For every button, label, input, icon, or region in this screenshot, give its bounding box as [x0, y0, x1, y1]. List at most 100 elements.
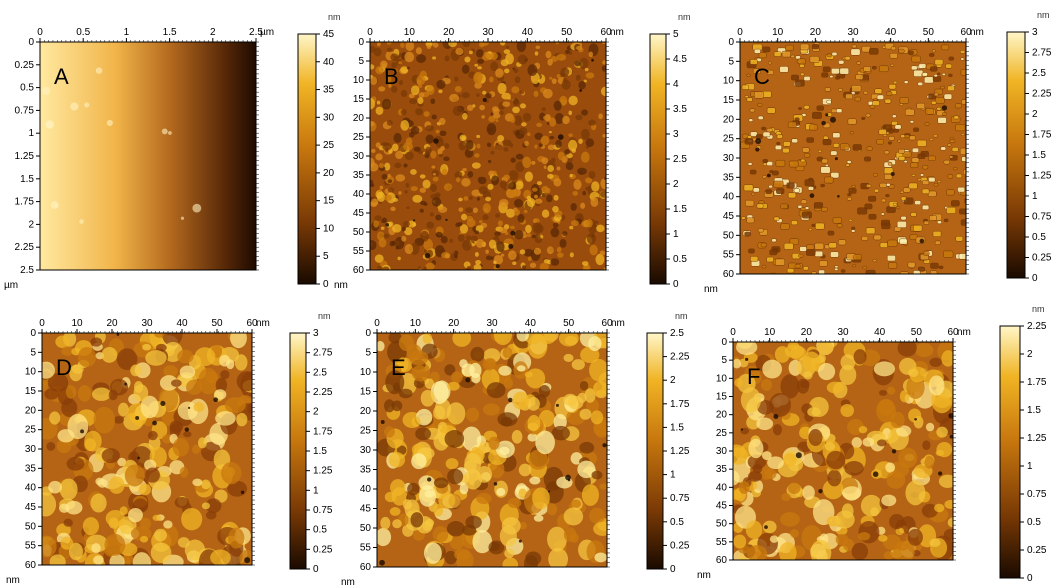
- scale-tick-label: 15: [323, 196, 335, 207]
- y-tick-label: 50: [723, 230, 735, 241]
- x-tick-label: 40: [525, 318, 537, 329]
- scale-tick-label: 2.75: [313, 348, 333, 359]
- y-tick-label: 40: [360, 484, 372, 495]
- y-tick-label: 30: [25, 444, 37, 455]
- surface-texture: [377, 333, 607, 567]
- x-tick-label: 10: [764, 327, 776, 338]
- x-unit-label: nm: [256, 318, 270, 329]
- scale-unit-label: nm: [1037, 10, 1050, 20]
- scale-tick-label: 5: [323, 251, 329, 262]
- y-tick-label: 35: [723, 172, 735, 183]
- x-tick-label: 0: [737, 27, 743, 38]
- scale-tick-label: 0.25: [670, 540, 690, 551]
- y-tick-label: 10: [353, 75, 365, 86]
- scale-tick-label: 0.75: [670, 493, 690, 504]
- y-tick-label: 10: [716, 373, 728, 384]
- x-tick-label: 1.5: [163, 27, 177, 38]
- scale-tick-label: 0.75: [1032, 212, 1051, 223]
- x-tick-label: 10: [772, 27, 784, 38]
- scale-tick-label: 30: [323, 112, 335, 123]
- y-tick-label: 45: [716, 501, 728, 512]
- x-unit-label: nm: [610, 27, 624, 38]
- scale-tick-label: 0.25: [1027, 545, 1047, 556]
- y-tick-label: 15: [716, 392, 728, 403]
- y-tick-label: 5: [365, 348, 371, 359]
- y-tick-label: 0: [721, 337, 727, 348]
- afm-figure-d: 0 10 20 30 40 50 60nm051015202530354045505560n…: [6, 311, 333, 586]
- scale-tick-label: 25: [323, 140, 335, 151]
- x-tick-label: 10: [71, 318, 83, 329]
- scale-tick-label: 1: [1027, 461, 1033, 472]
- y-tick-label: 0.75: [15, 105, 35, 116]
- y-tick-label: 55: [25, 541, 37, 552]
- color-scale-bar: nm 2.25 2 1.75 1.5 1.25 1 0.75 0.5 0.25 0: [999, 304, 1047, 584]
- afm-panel-d: 0 10 20 30 40 50 60 nm 0 5 10 15 20 25 30 35 40 45 50 55 60 n…: [0, 305, 350, 586]
- y-tick-label: 2.25: [15, 242, 35, 253]
- y-tick-label: 0: [30, 328, 36, 339]
- y-tick-label: 55: [360, 543, 372, 554]
- y-tick-label: 60: [716, 555, 728, 566]
- y-tick-label: 50: [25, 521, 37, 532]
- x-tick-label: 20: [810, 27, 822, 38]
- x-tick-label: 50: [911, 327, 923, 338]
- y-tick-label: 15: [360, 387, 372, 398]
- y-tick-label: 0: [728, 37, 734, 48]
- y-tick-label: 0: [365, 328, 371, 339]
- y-tick-label: 15: [353, 94, 365, 105]
- scale-unit-label: nm: [675, 311, 688, 321]
- afm-figure-c: 0 10 20 30 40 50 60nm051015202530354045505560n…: [704, 10, 1051, 295]
- y-unit-label: nm: [697, 570, 711, 581]
- scale-tick-label: 40: [323, 57, 335, 68]
- y-tick-label: 1.5: [20, 174, 34, 185]
- y-tick-label: 40: [716, 482, 728, 493]
- y-tick-label: 5: [358, 56, 364, 67]
- scale-tick-label: 1.75: [1027, 377, 1047, 388]
- scale-tick-label: 2.25: [1032, 89, 1051, 100]
- x-tick-label: 40: [874, 327, 886, 338]
- y-tick-label: 30: [723, 153, 735, 164]
- scale-unit-label: nm: [678, 12, 691, 22]
- scale-tick-label: 2.25: [1027, 321, 1047, 332]
- scale-tick-label: 1.5: [670, 422, 684, 433]
- scale-tick-label: 1.5: [1027, 405, 1041, 416]
- x-tick-label: 60: [601, 318, 613, 329]
- x-tick-label: 30: [141, 318, 153, 329]
- y-tick-label: 45: [25, 502, 37, 513]
- x-unit-label: nm: [957, 327, 971, 338]
- y-tick-label: 10: [25, 367, 37, 378]
- x-unit-label: nm: [611, 318, 625, 329]
- x-tick-label: 60: [600, 27, 612, 38]
- y-tick-label: 20: [716, 410, 728, 421]
- y-tick-label: 45: [723, 211, 735, 222]
- color-scale-bar: nm 2.5 2.25 2 1.75 1.5 1.25 1 0.75 0.5 0.25 0: [646, 311, 690, 575]
- x-tick-label: 30: [486, 318, 498, 329]
- y-tick-label: 20: [360, 406, 372, 417]
- scale-tick-label: 2: [1032, 109, 1038, 120]
- scale-tick-label: 2.5: [1032, 68, 1046, 79]
- color-scale-bar: nm 3 2.75 2.5 2.25 2 1.75 1.5 1.25 1 0.75 0.5 0.25 0: [289, 311, 333, 575]
- y-tick-label: 25: [360, 426, 372, 437]
- scale-tick-label: 3: [673, 129, 679, 140]
- y-tick-label: 60: [723, 269, 735, 280]
- x-unit-label: nm: [970, 27, 984, 38]
- y-tick-label: 30: [353, 151, 365, 162]
- y-unit-label: nm: [704, 284, 718, 295]
- y-tick-label: 20: [25, 405, 37, 416]
- scale-tick-label: 0.25: [313, 544, 333, 555]
- y-tick-label: 0.25: [15, 60, 35, 71]
- afm-panel-e: 0 10 20 30 40 50 60 nm 0 5 10 15 20 25 30 35 40 45 50 55 60 n…: [335, 305, 695, 588]
- scale-tick-label: 2.75: [1032, 48, 1051, 59]
- scale-tick-label: 1: [673, 229, 679, 240]
- color-scale-bar: nm 45 40 35 30 25 20 15 10 5 0: [297, 12, 341, 290]
- y-unit-label: nm: [6, 575, 20, 586]
- scale-unit-label: nm: [1032, 304, 1045, 314]
- scale-tick-label: 1.25: [670, 446, 690, 457]
- scale-tick-label: 1: [670, 470, 676, 481]
- x-unit-label: µm: [260, 27, 274, 38]
- x-tick-label: 0: [367, 27, 373, 38]
- y-tick-label: 35: [360, 465, 372, 476]
- y-tick-label: 50: [360, 523, 372, 534]
- y-tick-label: 0.5: [20, 83, 34, 94]
- scale-tick-label: 2: [1027, 349, 1033, 360]
- scale-tick-label: 0: [1027, 573, 1033, 584]
